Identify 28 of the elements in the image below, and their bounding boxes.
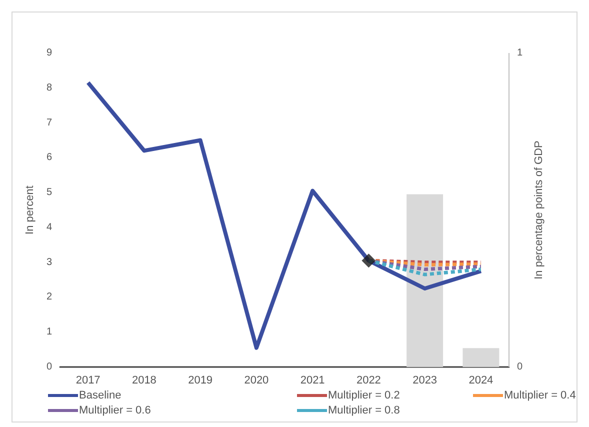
y2-tick-label: 1	[517, 48, 523, 58]
legend-label: Multiplier = 0.6	[79, 404, 151, 416]
y-tick-label: 8	[46, 82, 52, 94]
y-tick-label: 7	[46, 117, 52, 128]
y-tick-label: 0	[46, 362, 52, 372]
x-tick-label: 2024	[468, 374, 494, 386]
y-tick-label: 9	[46, 48, 52, 58]
y-tick-label: 6	[46, 152, 52, 164]
y-tick-label: 4	[46, 222, 52, 233]
y-tick-label: 5	[46, 187, 52, 198]
legend-label: Multiplier = 0.8	[328, 404, 400, 416]
y2-tick-label: 0	[517, 362, 523, 372]
x-tick-label: 2020	[244, 374, 269, 386]
y-tick-label: 1	[46, 326, 52, 338]
line-series	[86, 80, 483, 350]
x-tick-label: 2023	[412, 374, 438, 386]
legend-label: Multiplier = 0.4	[504, 390, 576, 402]
y2-axis-title: In percentage points of GDP	[532, 140, 545, 280]
y-axis-title: In percent	[24, 186, 36, 234]
y-tick-label: 3	[46, 256, 52, 268]
x-tick-label: 2021	[300, 374, 325, 386]
y-tick-label: 2	[46, 292, 52, 303]
x-tick-label: 2018	[132, 374, 156, 386]
legend-label: Baseline	[79, 390, 122, 402]
legend-label: Multiplier = 0.2	[328, 390, 400, 402]
x-tick-label: 2019	[188, 374, 213, 386]
x-tick-label: 2017	[76, 374, 100, 386]
x-tick-label: 2022	[356, 374, 381, 386]
